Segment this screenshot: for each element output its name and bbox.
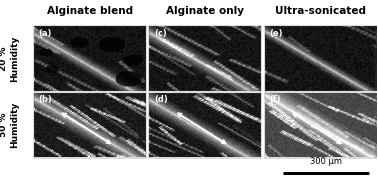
Text: (b): (b) [39, 95, 52, 104]
Text: Ultra-sonicated: Ultra-sonicated [275, 6, 366, 16]
Text: (a): (a) [39, 29, 52, 38]
Text: (d): (d) [154, 95, 167, 104]
Text: 50 %
Humidity: 50 % Humidity [0, 102, 19, 148]
Text: Alginate blend: Alginate blend [47, 6, 133, 16]
Text: (f): (f) [269, 95, 280, 104]
Text: 20 %
Humidity: 20 % Humidity [0, 35, 19, 82]
Text: (e): (e) [269, 29, 283, 38]
Text: 300 μm: 300 μm [310, 157, 342, 166]
Text: Alginate only: Alginate only [166, 6, 244, 16]
Text: (c): (c) [154, 29, 167, 38]
